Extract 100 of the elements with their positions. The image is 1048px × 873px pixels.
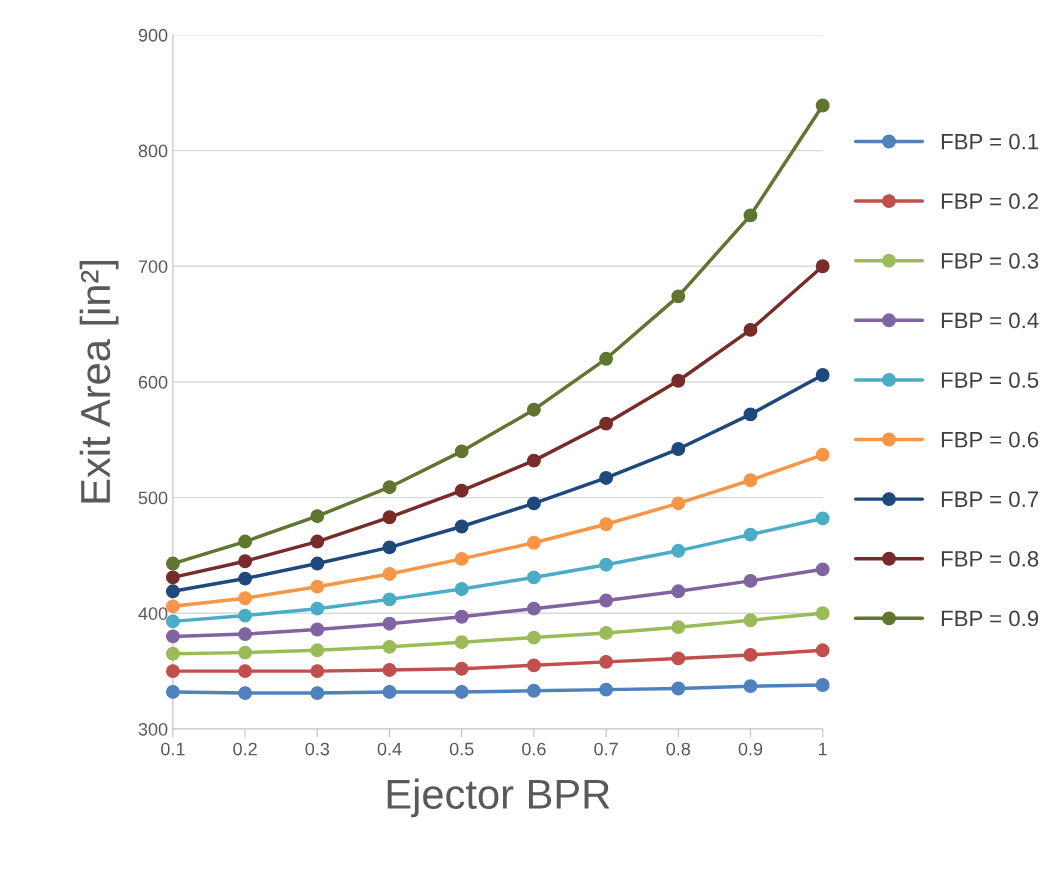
legend-label: FBP = 0.2 [941, 193, 1039, 210]
point [526, 453, 541, 468]
legend-label: FBP = 0.8 [941, 550, 1039, 567]
point [743, 527, 758, 542]
point [671, 289, 686, 304]
x-tick-label: 0.8 [666, 742, 691, 756]
x-axis-title: Ejector BPR [387, 778, 610, 818]
point [599, 517, 614, 532]
point [165, 629, 180, 644]
point [310, 686, 325, 701]
point [743, 613, 758, 628]
point [165, 646, 180, 661]
point [671, 543, 686, 558]
point [526, 683, 541, 698]
point [743, 407, 758, 422]
point [382, 639, 397, 654]
y-tick-label: 400 [138, 607, 168, 620]
point [599, 557, 614, 572]
point [815, 606, 830, 621]
point [382, 510, 397, 525]
point [310, 579, 325, 594]
point [454, 519, 469, 534]
point [382, 567, 397, 581]
point [743, 322, 758, 337]
point [238, 645, 253, 660]
point [815, 643, 830, 658]
point [454, 444, 469, 459]
point [454, 684, 469, 699]
point [310, 601, 325, 616]
point [599, 351, 614, 366]
legend-label: FBP = 0.1 [941, 133, 1039, 150]
legend-label: FBP = 0.9 [941, 610, 1039, 627]
point [310, 509, 325, 524]
point [382, 480, 397, 495]
x-tick-label: 0.3 [305, 742, 330, 756]
point [382, 540, 397, 555]
point [599, 654, 614, 669]
y-tick-label: 700 [138, 260, 168, 273]
point [743, 679, 758, 694]
point [165, 684, 180, 699]
point [310, 643, 325, 658]
y-tick-label: 600 [138, 375, 168, 389]
point [454, 551, 469, 566]
point [238, 686, 253, 701]
point [671, 442, 686, 456]
point [671, 620, 686, 635]
legend-label: FBP = 0.7 [941, 491, 1039, 508]
x-tick-label: 0.1 [161, 742, 185, 756]
legend-label: FBP = 0.3 [941, 252, 1039, 269]
point [526, 601, 541, 616]
point [671, 681, 686, 696]
point [454, 635, 469, 650]
point [526, 535, 541, 550]
point [526, 402, 541, 417]
point [310, 534, 325, 549]
point [743, 573, 758, 588]
x-tick-label: 1 [819, 742, 827, 756]
point [454, 582, 469, 596]
point [238, 554, 253, 569]
y-tick-label: 800 [138, 144, 168, 158]
y-tick-label: 900 [138, 28, 168, 42]
x-tick-label: 0.2 [233, 742, 257, 756]
point [238, 591, 253, 606]
point [165, 664, 180, 679]
x-tick-label: 0.5 [449, 742, 474, 756]
point [382, 663, 397, 677]
point [743, 208, 758, 223]
point [743, 473, 758, 488]
point [526, 630, 541, 645]
point [599, 593, 614, 608]
legend-label: FBP = 0.5 [941, 372, 1039, 388]
point [454, 483, 469, 498]
point [815, 511, 830, 526]
point [310, 556, 325, 571]
y-tick-label: 300 [138, 722, 168, 736]
point [599, 416, 614, 431]
point [599, 626, 614, 640]
point [165, 584, 180, 599]
point [815, 259, 830, 274]
point [743, 647, 758, 662]
point [238, 664, 253, 679]
point [382, 616, 397, 631]
legend-label: FBP = 0.4 [941, 312, 1039, 329]
point [526, 496, 541, 511]
point [238, 627, 253, 642]
point [526, 658, 541, 673]
point [671, 496, 686, 511]
x-tick-label: 0.6 [522, 742, 546, 756]
x-tick-label: 0.9 [738, 742, 763, 756]
x-tick-label: 0.4 [377, 742, 402, 756]
point [815, 447, 830, 462]
point [238, 608, 253, 623]
point [815, 562, 830, 577]
point [310, 622, 325, 637]
point [165, 556, 180, 571]
y-axis-title: Exit Area [in²] [79, 261, 119, 503]
point [382, 592, 397, 607]
point [454, 661, 469, 676]
point [238, 571, 253, 586]
point [815, 678, 830, 692]
